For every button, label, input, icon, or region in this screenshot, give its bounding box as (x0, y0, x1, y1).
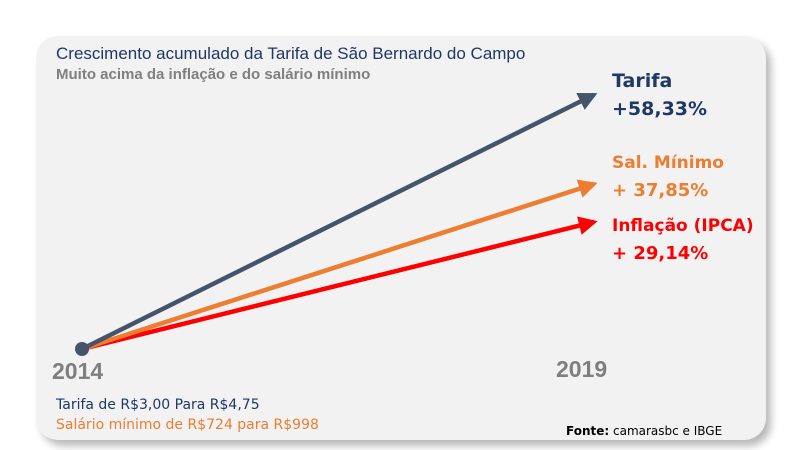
chart-card (36, 36, 766, 440)
x-tick-2019: 2019 (556, 356, 608, 382)
chart-title: Crescimento acumulado da Tarifa de São B… (56, 44, 526, 63)
series-name-tarifa: Tarifa (612, 70, 673, 92)
series-line-0 (80, 92, 598, 352)
series-value-salario: + 37,85% (612, 180, 709, 201)
x-tick-2014: 2014 (52, 358, 104, 384)
series-name-salario: Sal. Mínimo (612, 153, 724, 173)
series-line-2 (81, 216, 598, 352)
source-text: camarasbc e IBGE (609, 424, 723, 438)
origin-marker (75, 342, 89, 356)
source-line: Fonte: camarasbc e IBGE (566, 424, 722, 438)
series-value-tarifa: +58,33% (612, 98, 708, 120)
note-salario: Salário mínimo de R$724 para R$998 (56, 417, 319, 433)
chart-subtitle: Muito acima da inflação e do salário mín… (56, 66, 371, 83)
series-value-inflacao: + 29,14% (612, 243, 709, 264)
source-label: Fonte: (566, 424, 610, 438)
series-name-inflacao: Inflação (IPCA) (612, 216, 754, 236)
series-line-1 (81, 179, 598, 352)
note-tarifa: Tarifa de R$3,00 Para R$4,75 (56, 397, 260, 413)
